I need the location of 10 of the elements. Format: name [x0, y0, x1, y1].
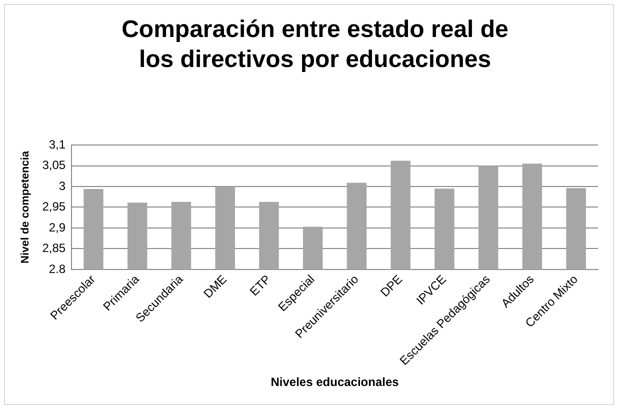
- y-axis-title: Nivel de competencia: [20, 150, 32, 264]
- y-tick-label: 3,05: [42, 158, 66, 172]
- chart-title: Comparación entre estado real de los directivos por educaciones: [120, 15, 510, 75]
- y-tick-label: 2,9: [48, 220, 66, 234]
- y-tick-label: 2.8: [48, 262, 66, 276]
- y-tick-label: 3,1: [48, 137, 66, 152]
- y-tick-label: 2,95: [42, 200, 66, 214]
- x-axis-title: Niveles educacionales: [270, 375, 400, 390]
- y-tick-label: 3: [58, 178, 66, 193]
- y-tick-label: 2,85: [42, 241, 66, 256]
